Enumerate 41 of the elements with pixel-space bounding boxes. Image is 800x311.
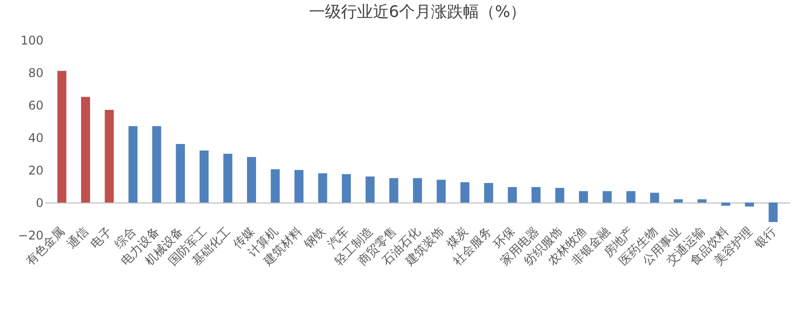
bar — [366, 176, 375, 202]
bar — [270, 169, 280, 202]
bar — [128, 126, 138, 202]
bar — [436, 180, 446, 202]
bar — [698, 199, 707, 202]
bar — [768, 202, 778, 222]
bar — [57, 70, 66, 202]
chart-title: 一级行业近6个月涨跌幅（%） — [308, 2, 526, 21]
x-tick-label: 银行 — [751, 224, 779, 252]
bar — [650, 192, 660, 202]
y-tick-label: 40 — [28, 131, 44, 145]
bar — [555, 188, 564, 202]
y-tick-label: 20 — [28, 164, 44, 178]
bar — [602, 191, 612, 202]
bar — [578, 191, 588, 202]
bar — [342, 174, 351, 202]
bar — [247, 157, 256, 202]
bar — [413, 178, 422, 202]
bar — [484, 183, 494, 202]
bar — [318, 173, 328, 202]
bar — [389, 178, 398, 202]
bar — [104, 110, 114, 202]
bar — [223, 154, 232, 202]
y-tick-label: −20 — [18, 228, 44, 242]
y-tick-label: 100 — [20, 34, 44, 48]
y-tick-label: 80 — [28, 66, 44, 80]
bar — [674, 199, 683, 202]
x-tick-label: 钢铁 — [300, 224, 328, 252]
bar — [152, 126, 162, 202]
bar — [721, 202, 730, 206]
bar — [460, 182, 470, 202]
bar — [508, 187, 517, 202]
bar — [81, 96, 90, 202]
bar — [294, 170, 304, 202]
y-tick-label: 0 — [36, 196, 44, 210]
y-tick-label: 60 — [28, 98, 44, 112]
bar — [532, 187, 541, 202]
bar — [626, 191, 636, 202]
bar — [200, 150, 209, 202]
bar — [744, 202, 754, 207]
bar — [176, 144, 185, 202]
